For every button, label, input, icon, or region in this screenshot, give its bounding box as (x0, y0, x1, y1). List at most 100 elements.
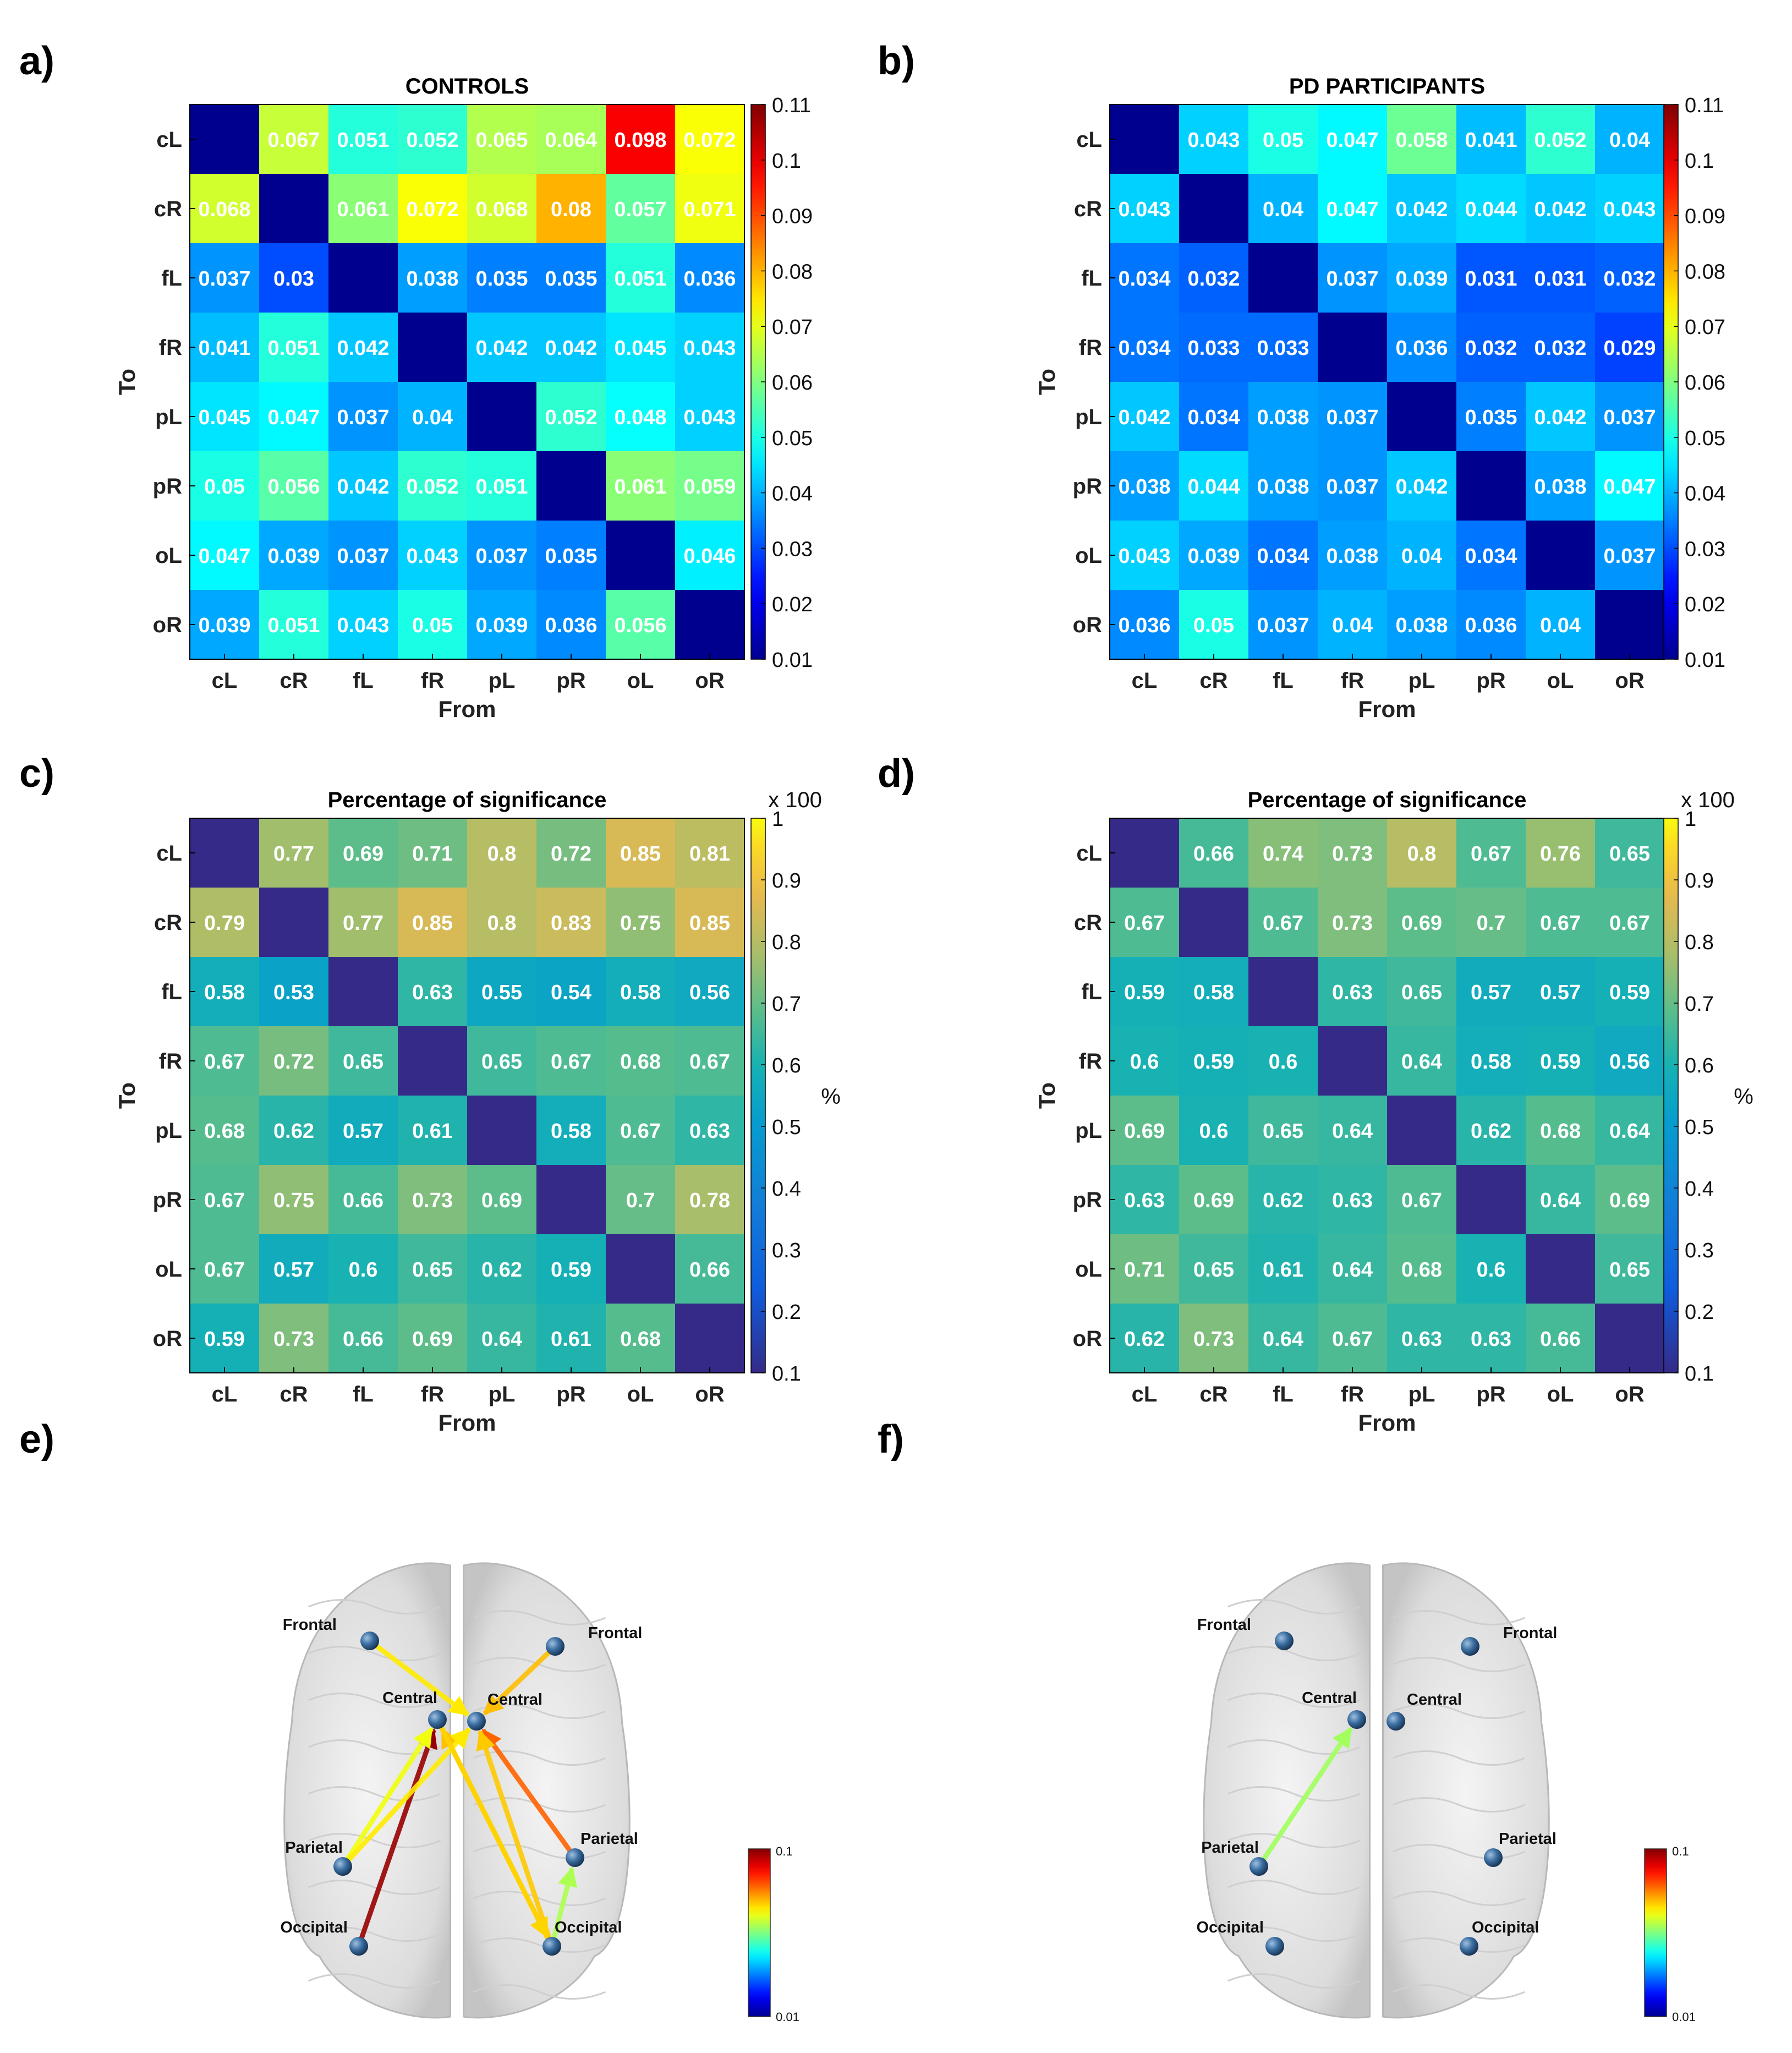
colorbar-tick-label: 0.08 (772, 260, 813, 283)
x-tick-label: cL (1132, 669, 1158, 693)
colorbar-tick-label: 1 (1685, 808, 1696, 831)
heatmap-cell (190, 521, 260, 590)
cell-value-label: 0.78 (689, 1189, 730, 1212)
cell-value-label: 0.033 (1187, 337, 1240, 360)
heatmap-cell (467, 1304, 537, 1373)
heatmap-cell (1318, 521, 1388, 590)
y-tick-label: fR (1079, 336, 1102, 360)
cell-value-label: 0.62 (273, 1120, 314, 1143)
gyrus-line (1227, 1833, 1361, 1848)
y-tick-label: fR (159, 336, 182, 360)
heatmap-cell (328, 1304, 398, 1373)
cell-value-label: 0.69 (412, 1328, 453, 1351)
heatmap-cell (1456, 1304, 1526, 1373)
cell-value-label: 0.61 (1263, 1258, 1303, 1282)
heatmap-cell (1387, 1165, 1457, 1235)
heatmap-cell (1595, 888, 1665, 957)
y-tick-label: oL (1075, 1257, 1102, 1282)
heatmap-cell (259, 957, 329, 1027)
gyrus-line (1227, 1880, 1361, 1895)
heatmap-cell (190, 174, 260, 244)
cell-value-label: 0.65 (343, 1050, 383, 1074)
cell-value-label: 0.052 (406, 475, 458, 499)
heatmap-cell (1110, 1026, 1180, 1096)
heatmap-cell (536, 105, 606, 174)
gyrus-line (473, 1984, 606, 2000)
gyrus-line (1227, 1926, 1361, 1942)
y-tick-label: cR (154, 197, 182, 221)
cell-value-label: 0.59 (204, 1328, 245, 1351)
cell-value-label: 0.068 (198, 198, 250, 221)
cell-value-label: 0.81 (689, 842, 730, 866)
heatmap-cell (1595, 243, 1665, 313)
colorbar-tick-label: 0.04 (1685, 483, 1725, 506)
heatmap-cell (606, 957, 676, 1027)
heatmap-cell (606, 313, 676, 382)
x-tick-label: oL (1547, 1382, 1574, 1406)
x-tick-label: cR (1199, 1382, 1227, 1406)
heatmap-cell (536, 313, 606, 382)
y-tick-label: cR (1074, 197, 1102, 221)
cell-value-label: 0.047 (198, 545, 250, 568)
heatmap-cell (1595, 105, 1665, 174)
cell-value-label: 0.61 (412, 1120, 453, 1143)
brain-node-label: Parietal (1499, 1830, 1557, 1848)
colorbar-multiplier: x 100 (768, 788, 822, 812)
cell-value-label: 0.85 (620, 842, 661, 866)
heatmap-cell (675, 451, 745, 521)
gyrus-line (308, 1786, 441, 1802)
heatmap-cell (1456, 1165, 1526, 1235)
gyrus-line (1227, 1693, 1361, 1708)
heatmap-cell (536, 1096, 606, 1165)
cell-value-label: 0.76 (1540, 842, 1581, 866)
cell-value-label: 0.072 (683, 129, 736, 152)
cell-value-label: 0.039 (267, 545, 320, 568)
colorbar-tick-label: 0.07 (1685, 316, 1725, 339)
cell-value-label: 0.04 (1332, 614, 1373, 637)
heatmap-cell (328, 1234, 398, 1304)
cell-value-label: 0.63 (412, 981, 453, 1004)
heatmap-cell (1318, 1096, 1388, 1165)
cell-value-label: 0.052 (406, 129, 458, 152)
cell-value-label: 0.03 (273, 267, 314, 291)
heatmap-cell (1110, 1165, 1180, 1235)
cell-value-label: 0.67 (620, 1120, 661, 1143)
gyrus-line (473, 1610, 606, 1625)
y-tick-label: fL (1081, 266, 1102, 291)
heatmap-cell (259, 382, 329, 452)
cell-value-label: 0.73 (412, 1189, 453, 1212)
heatmap-cell (328, 174, 398, 244)
heatmap-cell (1110, 105, 1180, 174)
cell-value-label: 0.037 (1603, 545, 1656, 568)
heatmap-cell (1110, 521, 1180, 590)
cell-value-label: 0.042 (1534, 406, 1586, 429)
brain-node (467, 1712, 486, 1731)
heatmap-cell (467, 818, 537, 888)
heatmap-cell (606, 1096, 676, 1165)
cell-value-label: 0.044 (1187, 475, 1240, 499)
cell-value-label: 0.034 (1118, 267, 1170, 291)
gyrus-line (1392, 1797, 1526, 1813)
heatmap-cell (398, 1304, 468, 1373)
heatmap-cell (536, 957, 606, 1027)
brain-node (542, 1937, 561, 1956)
heatmap-cell (606, 521, 676, 590)
cell-value-label: 0.046 (683, 545, 736, 568)
heatmap-cell (1110, 313, 1180, 382)
heatmap-cell (606, 1165, 676, 1235)
cell-value-label: 0.79 (204, 912, 245, 935)
connection-arrow (356, 1728, 437, 1947)
cell-value-label: 0.038 (1257, 475, 1309, 499)
heatmap-cell (467, 1096, 537, 1165)
heatmap-cell (606, 590, 676, 660)
chart-title: Percentage of significance (1248, 788, 1527, 812)
heatmap-cell (536, 243, 606, 313)
y-tick-label: cR (1074, 911, 1102, 935)
cell-value-label: 0.67 (1332, 1328, 1373, 1351)
brain-node (349, 1937, 368, 1956)
cell-value-label: 0.037 (337, 545, 389, 568)
cell-value-label: 0.61 (551, 1328, 591, 1351)
heatmap-controls: CONTROLS 0.067 0.051 0.052 0.065 0.064 0.098 0.… (114, 74, 813, 722)
heatmap-cell (1526, 1165, 1596, 1235)
cell-value-label: 0.8 (487, 842, 517, 866)
